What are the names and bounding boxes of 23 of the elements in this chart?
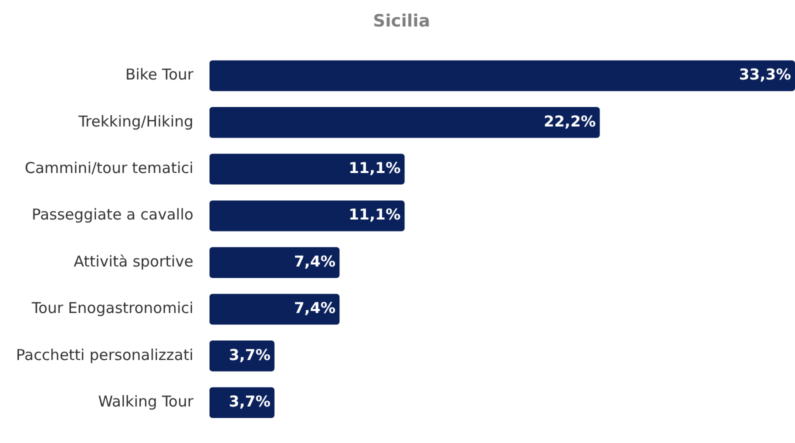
data-label: 11,1% [348, 206, 401, 224]
y-tick-label: Passeggiate a cavallo [32, 206, 194, 224]
y-tick-label: Pacchetti personalizzati [16, 346, 194, 364]
y-tick-label: Tour Enogastronomici [30, 299, 194, 318]
y-tick-label: Attività sportive [74, 252, 194, 270]
data-label: 3,7% [228, 392, 270, 411]
y-tick-label: Cammini/tour tematici [24, 159, 194, 178]
bar [209, 200, 405, 232]
data-label: 7,4% [294, 299, 336, 318]
data-label: 3,7% [228, 346, 270, 364]
y-tick-label: Trekking/Hiking [77, 112, 194, 130]
bar [209, 60, 795, 92]
bar [209, 294, 340, 325]
data-label: 22,2% [544, 112, 596, 130]
data-label: 11,1% [348, 159, 401, 178]
bar [209, 107, 600, 138]
y-tick-label: Bike Tour [125, 66, 194, 84]
data-label: 7,4% [294, 252, 336, 270]
bar [209, 247, 340, 278]
y-tick-label: Walking Tour [98, 392, 194, 411]
chart-title: Sicilia [372, 12, 430, 32]
data-label: 33,3% [738, 66, 791, 84]
bar [209, 154, 405, 185]
